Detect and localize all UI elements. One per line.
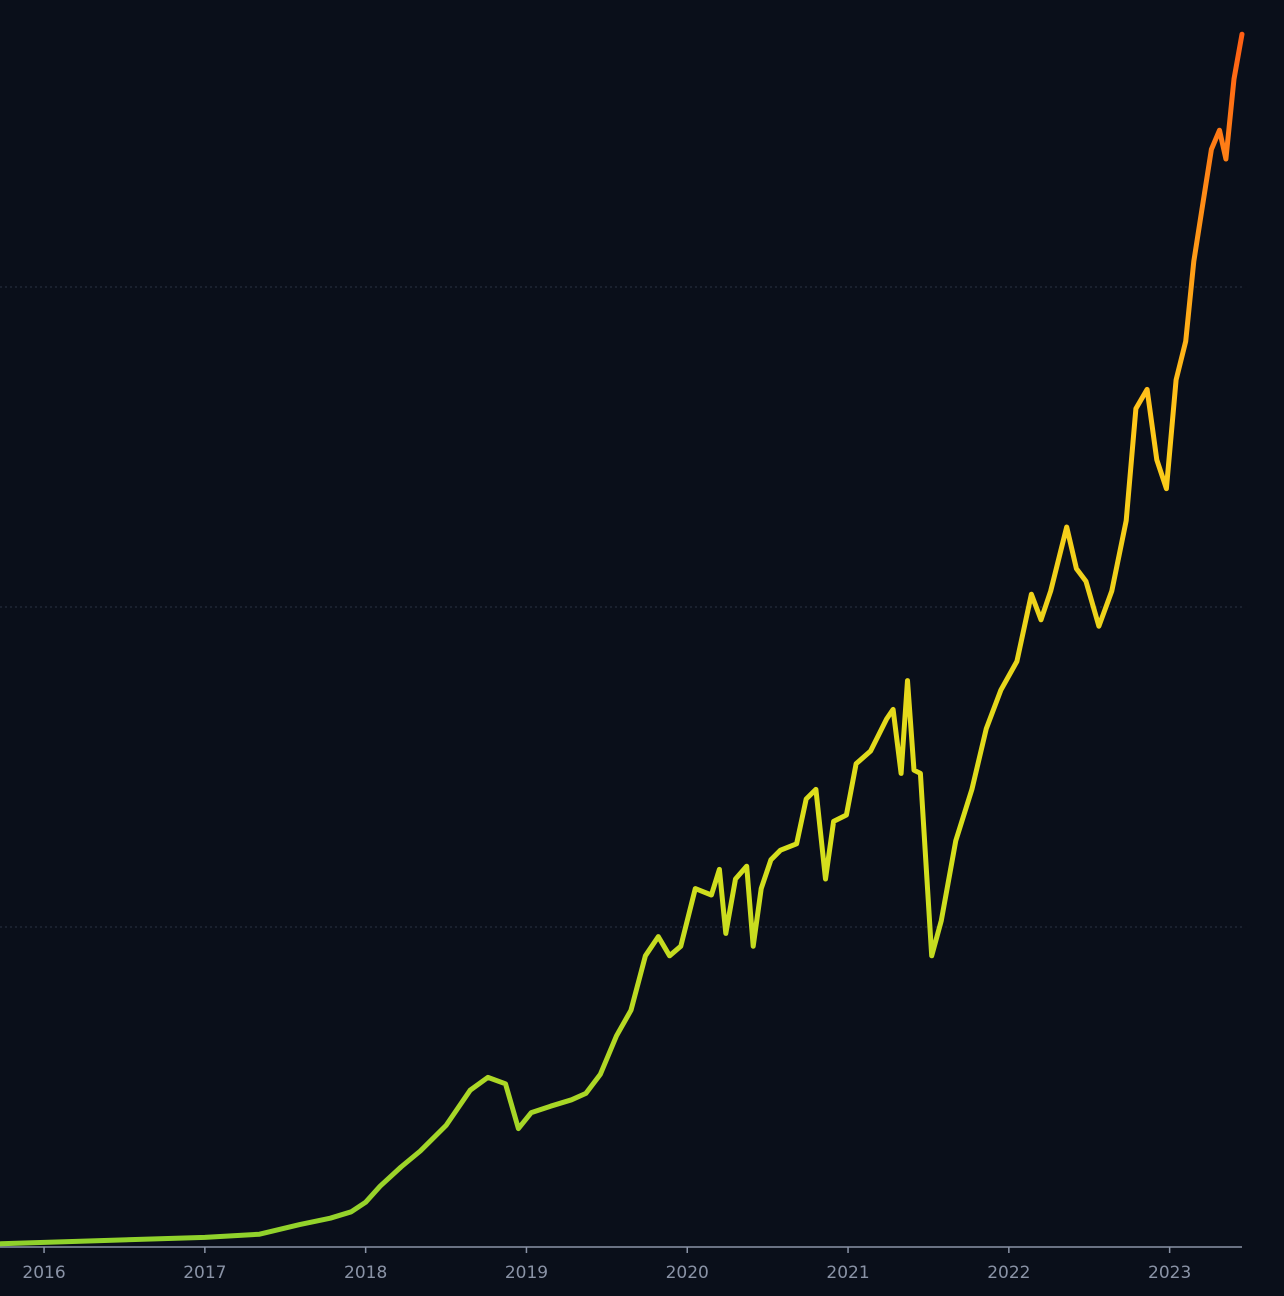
- x-tick-label: 2016: [22, 1263, 65, 1283]
- x-tick-label: 2023: [1148, 1263, 1191, 1283]
- line: [0, 31, 1245, 1247]
- x-tick-label: 2019: [505, 1263, 548, 1283]
- x-tick-label: 2017: [183, 1263, 226, 1283]
- x-tick-label: 2021: [826, 1263, 869, 1283]
- x-tick-label: 2020: [666, 1263, 709, 1283]
- x-tick-label: 2018: [344, 1263, 387, 1283]
- x-tick-label: 2022: [987, 1263, 1030, 1283]
